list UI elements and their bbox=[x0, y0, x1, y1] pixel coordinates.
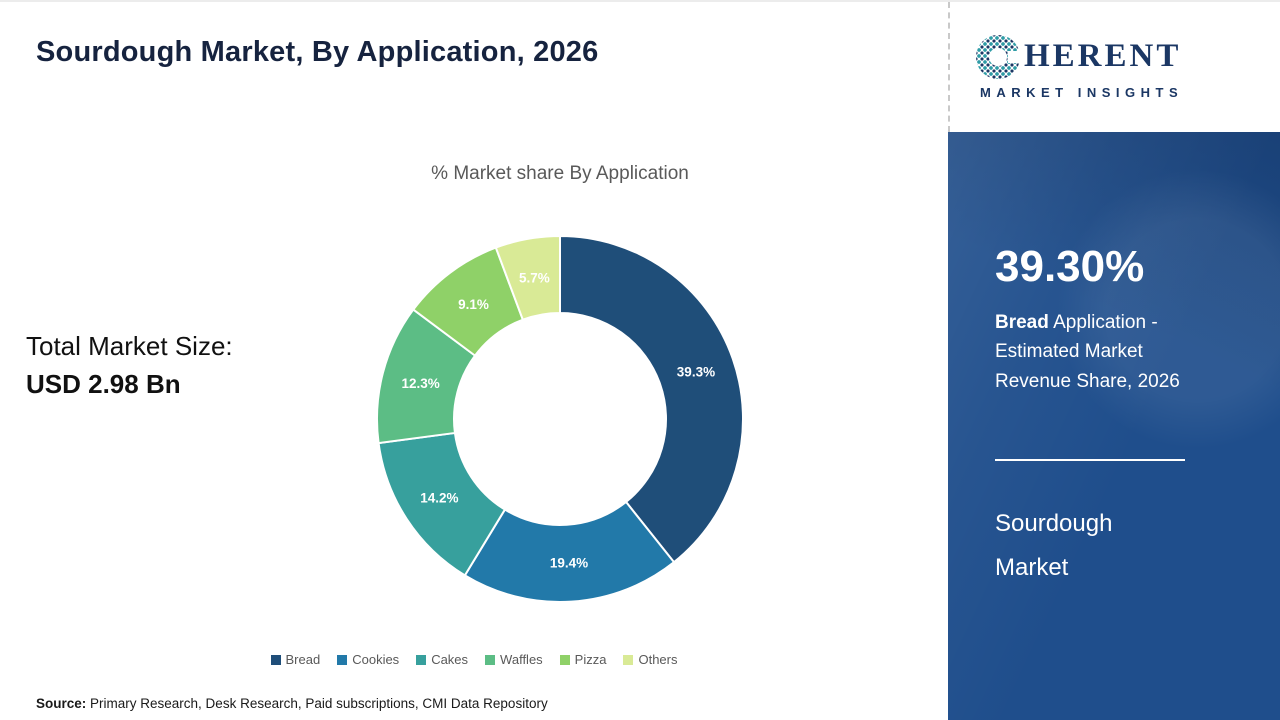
legend-swatch-pizza bbox=[559, 654, 570, 665]
legend-label-pizza: Pizza bbox=[574, 652, 607, 667]
brand-name: HERENT bbox=[1024, 38, 1182, 74]
legend-swatch-waffles bbox=[485, 654, 496, 665]
legend-label-bread: Bread bbox=[285, 652, 321, 667]
total-market-size-value: USD 2.98 Bn bbox=[26, 368, 181, 399]
market-name-line2: Market bbox=[995, 554, 1069, 582]
segment-value-label-cookies: 19.4% bbox=[550, 556, 588, 571]
main-panel: Sourdough Market, By Application, 2026 %… bbox=[0, 2, 948, 720]
donut-segment-others[interactable] bbox=[494, 234, 561, 322]
logo-c-dotted-icon bbox=[976, 34, 1022, 79]
legend-item-cakes[interactable]: Cakes bbox=[416, 652, 468, 667]
chart-title: % Market share By Application bbox=[431, 163, 689, 184]
source-line: Source: Primary Research, Desk Research,… bbox=[36, 696, 548, 711]
legend-item-cookies[interactable]: Cookies bbox=[337, 652, 399, 667]
legend-item-waffles[interactable]: Waffles bbox=[485, 652, 543, 667]
highlight-stat-rest: Application - Estimated Market Revenue S… bbox=[995, 312, 1180, 392]
highlight-stat-category: Bread bbox=[995, 312, 1049, 333]
brand-tagline: MARKET INSIGHTS bbox=[980, 84, 1184, 100]
segment-value-label-cakes: 14.2% bbox=[420, 491, 458, 506]
total-market-size-label: Total Market Size: bbox=[26, 331, 233, 361]
brand-logo: HERENT MARKET INSIGHTS bbox=[948, 2, 1280, 132]
donut-chart: 39.3% 19.4% 14.2% 12.3% 9.1% 5.7% bbox=[376, 234, 744, 603]
legend-item-bread[interactable]: Bread bbox=[270, 652, 321, 667]
legend-swatch-bread bbox=[270, 654, 281, 665]
highlight-stat-value: 39.30% bbox=[995, 242, 1145, 291]
legend-swatch-others bbox=[623, 654, 634, 665]
source-label: Source: bbox=[36, 696, 87, 711]
segment-value-label-pizza: 9.1% bbox=[458, 297, 489, 312]
segment-value-label-others: 5.7% bbox=[519, 270, 550, 285]
legend-label-cookies: Cookies bbox=[352, 652, 400, 667]
segment-value-label-bread: 39.3% bbox=[677, 365, 715, 380]
legend-swatch-cakes bbox=[416, 654, 427, 665]
total-market-size: Total Market Size: USD 2.98 Bn bbox=[26, 328, 233, 403]
market-name: Sourdough Market bbox=[995, 502, 1112, 591]
chart-legend: Bread Cookies Cakes Waffles Pizza Others bbox=[0, 652, 948, 667]
market-name-line1: Sourdough bbox=[995, 510, 1113, 537]
segment-value-label-waffles: 12.3% bbox=[401, 376, 439, 391]
brand-logo-row: HERENT bbox=[976, 34, 1280, 79]
legend-item-pizza[interactable]: Pizza bbox=[559, 652, 607, 667]
page-title: Sourdough Market, By Application, 2026 bbox=[36, 36, 599, 68]
donut-segment-bread[interactable] bbox=[559, 234, 744, 564]
highlight-stat-description: Bread Application - Estimated Market Rev… bbox=[995, 308, 1223, 396]
legend-label-others: Others bbox=[638, 652, 678, 667]
sidebar-divider bbox=[995, 459, 1185, 461]
legend-label-waffles: Waffles bbox=[500, 652, 543, 667]
world-map-texture bbox=[948, 132, 1280, 720]
legend-label-cakes: Cakes bbox=[431, 652, 469, 667]
source-text: Primary Research, Desk Research, Paid su… bbox=[90, 696, 548, 711]
sidebar: HERENT MARKET INSIGHTS 39.30% Bread Appl… bbox=[948, 2, 1280, 720]
legend-item-others[interactable]: Others bbox=[623, 652, 677, 667]
legend-swatch-cookies bbox=[337, 654, 348, 665]
